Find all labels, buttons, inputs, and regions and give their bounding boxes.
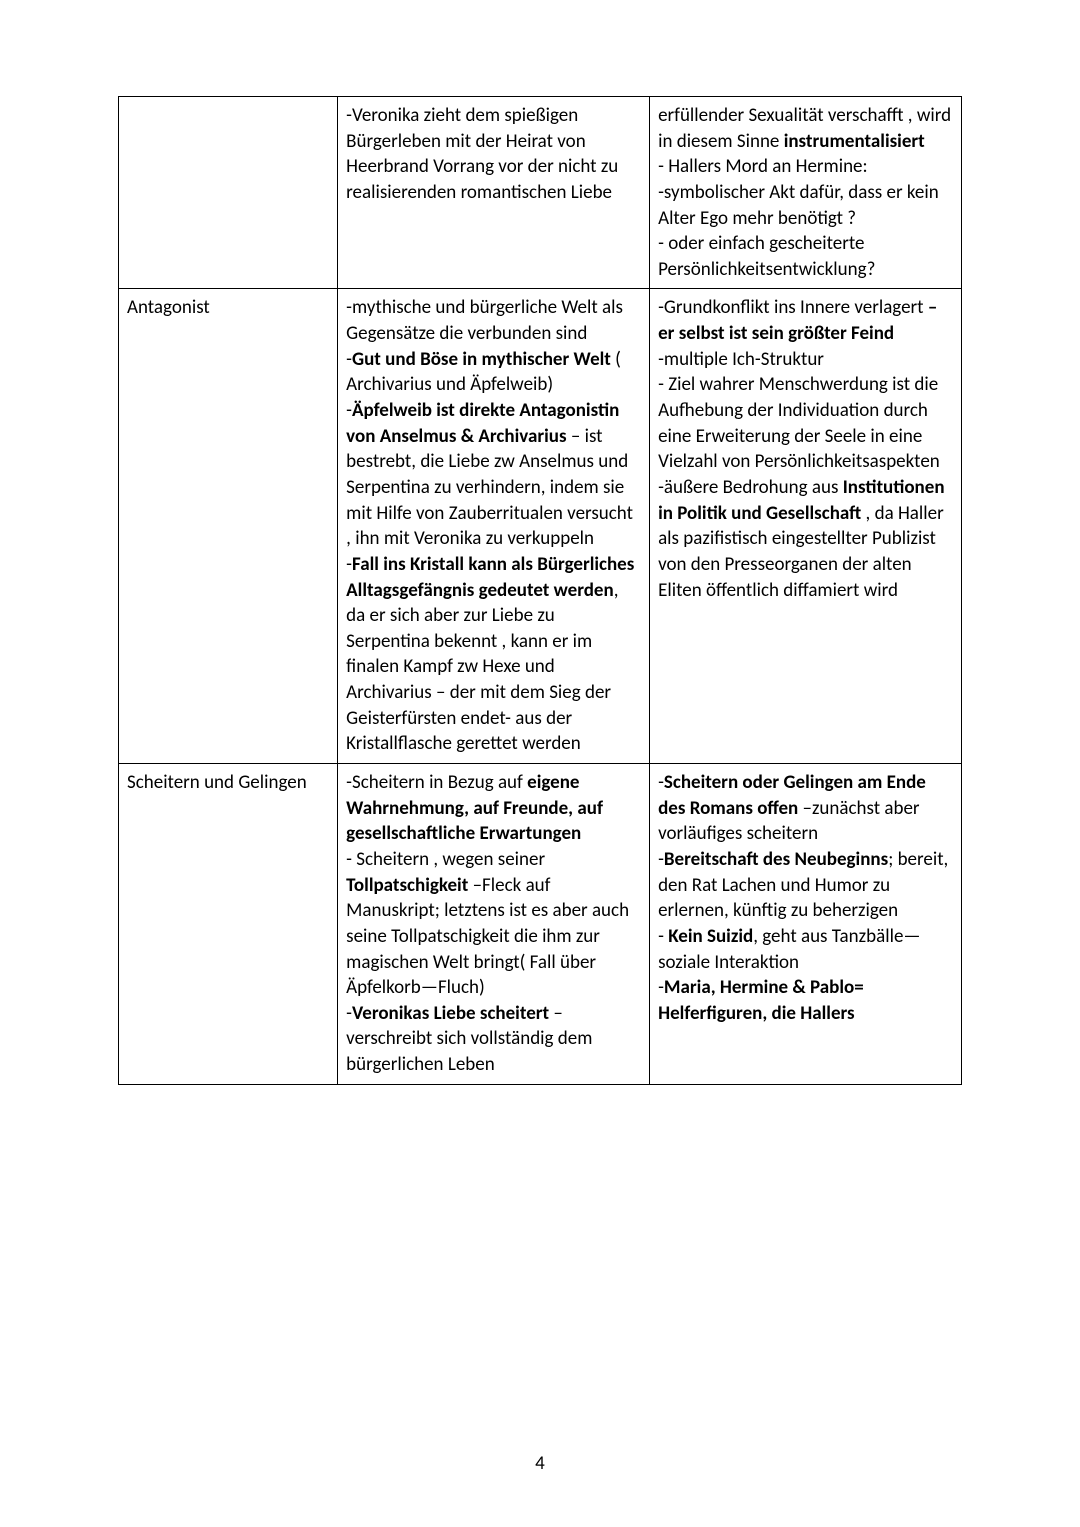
table-body: -Veronika zieht dem spießigen Bürgerlebe… — [119, 97, 962, 1085]
cell-col2: -Scheitern in Bezug auf eigene Wahrnehmu… — [338, 764, 650, 1085]
cell-topic: Scheitern und Gelingen — [119, 764, 338, 1085]
cell-topic: Antagonist — [119, 289, 338, 764]
cell-col2: -Veronika zieht dem spießigen Bürgerlebe… — [338, 97, 650, 289]
cell-col2: -mythische und bürgerliche Welt als Gege… — [338, 289, 650, 764]
table-row: -Veronika zieht dem spießigen Bürgerlebe… — [119, 97, 962, 289]
table-row: Scheitern und Gelingen -Scheitern in Bez… — [119, 764, 962, 1085]
page-number: 4 — [0, 1451, 1080, 1477]
cell-col3: erfüllender Sexualität verschafft , wird… — [650, 97, 962, 289]
cell-col3: -Scheitern oder Gelingen am Ende des Rom… — [650, 764, 962, 1085]
cell-col3: -Grundkonflikt ins Innere verlagert – er… — [650, 289, 962, 764]
comparison-table: -Veronika zieht dem spießigen Bürgerlebe… — [118, 96, 962, 1085]
table-row: Antagonist -mythische und bürgerliche We… — [119, 289, 962, 764]
cell-topic — [119, 97, 338, 289]
